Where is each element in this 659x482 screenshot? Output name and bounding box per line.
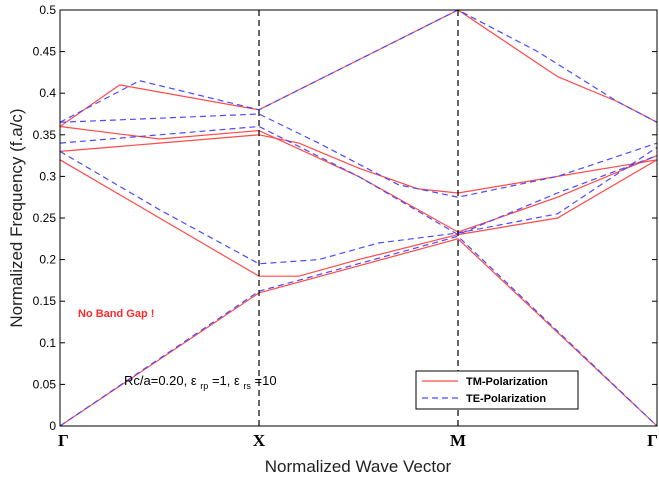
eps1-value: =1, (212, 373, 230, 388)
legend-label-te: TE-Polarization (466, 393, 546, 405)
y-tick-label: 0.5 (39, 3, 56, 17)
legend-label-tm: TM-Polarization (466, 376, 548, 388)
y-axis-label: Normalized Frequency (f.a/c) (7, 108, 26, 327)
y-tick-label: 0 (49, 419, 56, 433)
x-tick-label: X (253, 431, 266, 450)
no-band-gap-annotation: No Band Gap ! (78, 308, 154, 320)
y-tick-label: 0.4 (39, 86, 56, 100)
eps2-subscript: rs (243, 381, 251, 391)
y-tick-label: 0.1 (39, 336, 56, 350)
plot-area (60, 10, 657, 426)
y-tick-label: 0.45 (33, 45, 57, 59)
eps2-value: =10 (255, 373, 277, 388)
y-tick-label: 0.05 (33, 377, 57, 391)
x-axis-label: Normalized Wave Vector (265, 457, 452, 476)
y-tick-label: 0.15 (33, 294, 57, 308)
eps2-symbol: ε (234, 373, 240, 388)
y-tick-label: 0.2 (39, 253, 56, 267)
y-tick-label: 0.35 (33, 128, 57, 142)
x-tick-label: Γ (647, 431, 658, 450)
eps1-symbol: ε (191, 373, 197, 388)
x-tick-label: M (450, 431, 466, 450)
param-base: Rc/a=0.20, (124, 373, 187, 388)
y-tick-label: 0.3 (39, 169, 56, 183)
x-tick-label: Γ (58, 431, 69, 450)
y-tick-label: 0.25 (33, 211, 57, 225)
legend: TM-Polarization TE-Polarization (416, 371, 578, 409)
eps1-subscript: rp (200, 381, 208, 391)
